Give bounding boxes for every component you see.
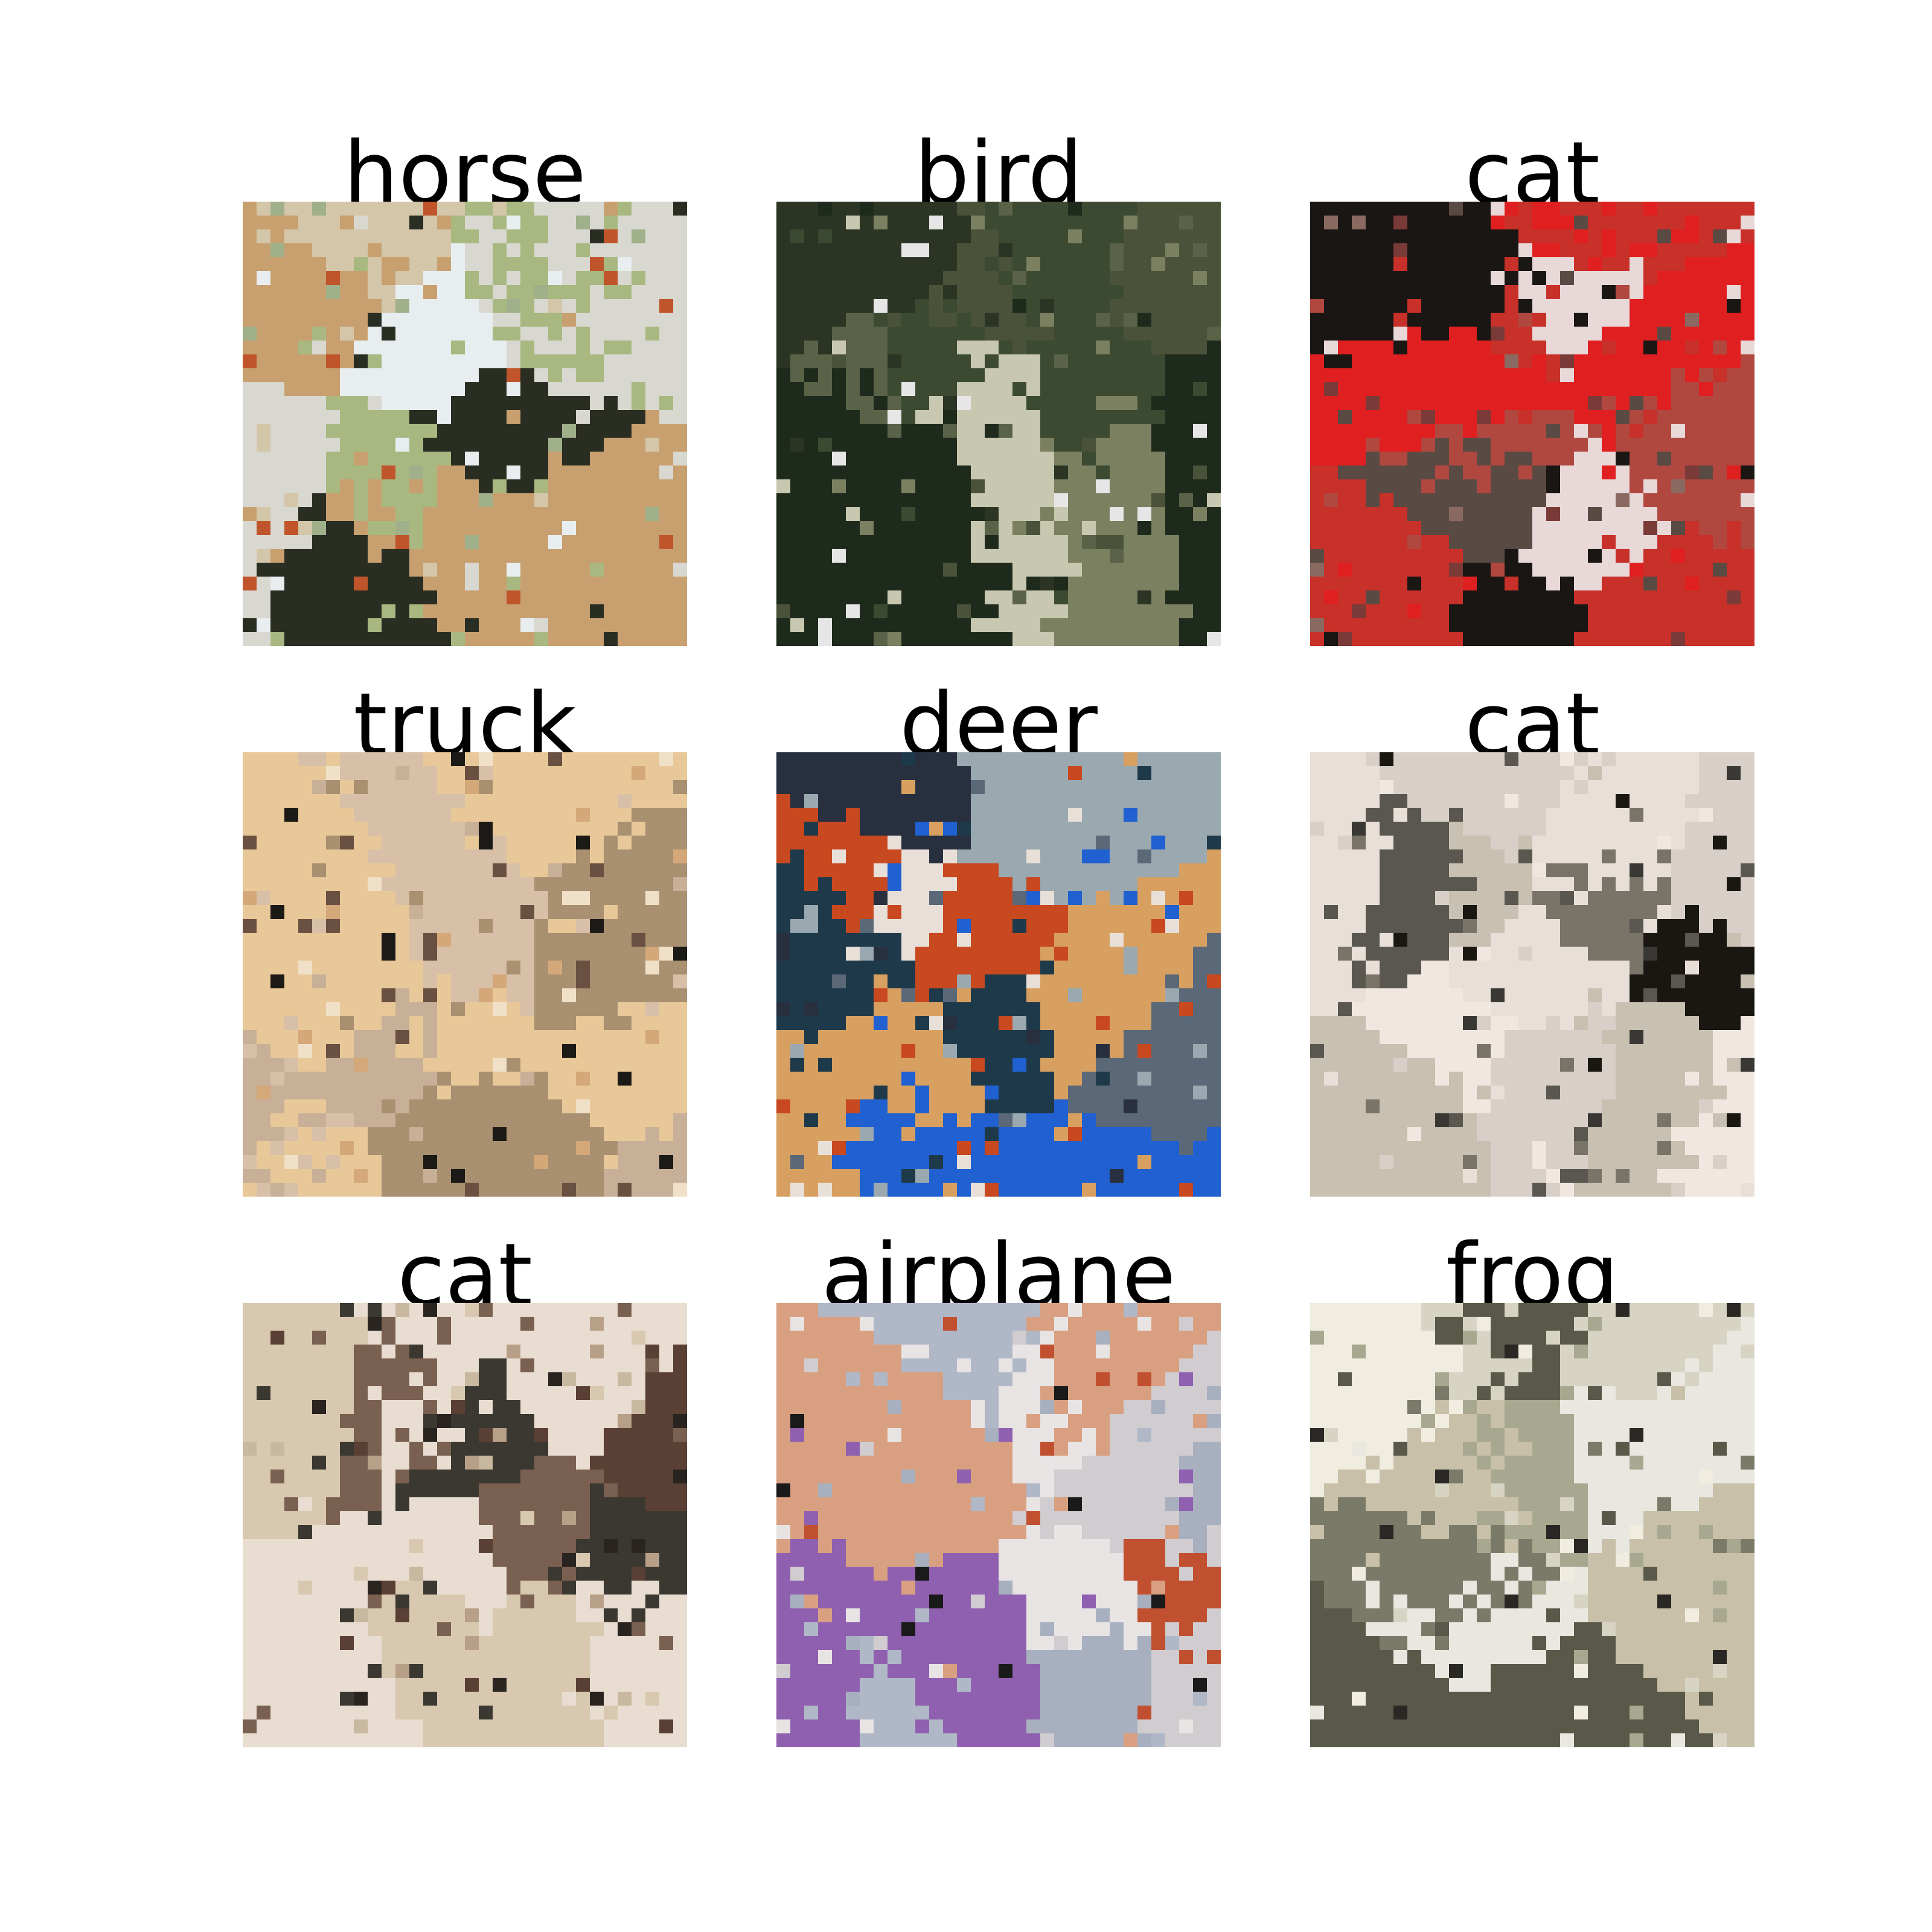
panel-image	[243, 202, 687, 646]
pixel-mosaic	[1310, 752, 1754, 1197]
pixel-mosaic	[243, 752, 687, 1197]
panel-image	[776, 1303, 1221, 1747]
panel-image	[776, 752, 1221, 1197]
pixel-mosaic	[776, 202, 1221, 646]
panel-image	[1310, 202, 1754, 646]
panel-image	[243, 1303, 687, 1747]
pixel-mosaic	[243, 1303, 687, 1747]
pixel-mosaic	[1310, 202, 1754, 646]
pixel-mosaic	[1310, 1303, 1754, 1747]
pixel-mosaic	[776, 752, 1221, 1197]
pixel-mosaic	[776, 1303, 1221, 1747]
panel-image	[776, 202, 1221, 646]
pixel-mosaic	[243, 202, 687, 646]
panel-image	[1310, 1303, 1754, 1747]
panel-image	[1310, 752, 1754, 1197]
panel-image	[243, 752, 687, 1197]
